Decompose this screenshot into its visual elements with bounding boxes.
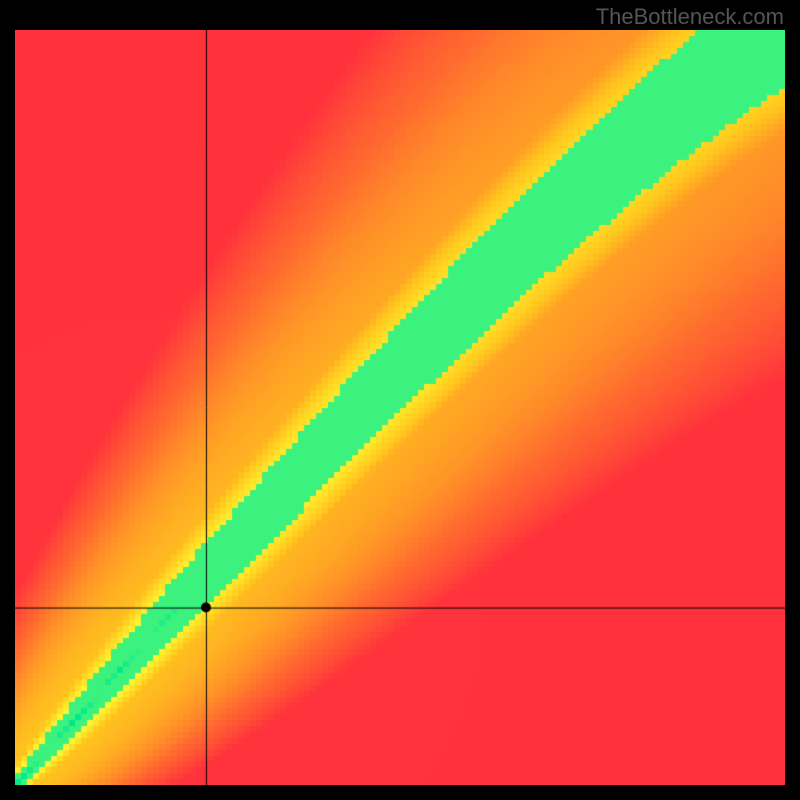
watermark-text: TheBottleneck.com — [596, 4, 784, 30]
chart-container: TheBottleneck.com — [0, 0, 800, 800]
bottleneck-heatmap — [15, 30, 785, 785]
